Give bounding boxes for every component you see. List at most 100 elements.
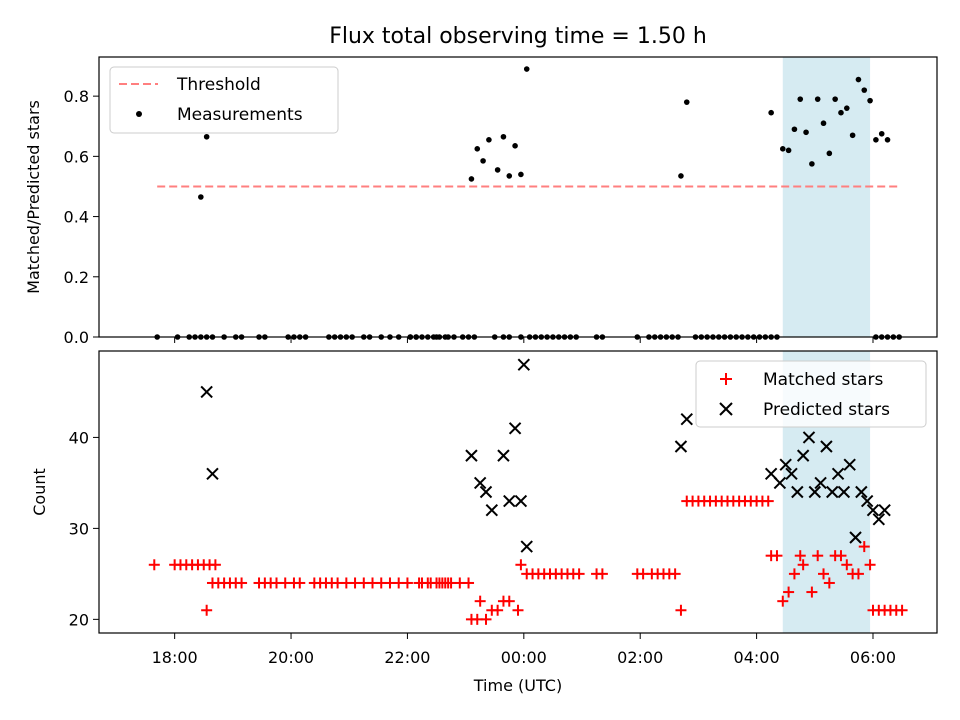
measurement-point [768,109,774,116]
measurement-point [683,99,690,105]
predicted-star-point [843,458,856,471]
top-highlight-span [782,57,871,337]
matched-star-point [596,568,608,580]
measurement-point [849,132,856,139]
predicted-legend-label: Predicted stars [763,400,890,420]
matched-star-point [209,559,221,571]
matched-star-point [512,604,524,616]
measurement-point [861,87,868,93]
matched-star-point [236,577,248,589]
measurement-point [884,136,891,143]
predicted-star-point [837,485,851,499]
bottom-legend: Matched stars Predicted stars [695,360,927,428]
predicted-star-point [200,385,213,399]
matched-legend-swatch [720,373,732,385]
measurement-point [878,130,885,137]
predicted-star-point [520,540,533,553]
x-tick-label: 18:00 [152,648,198,667]
matched-star-point [835,550,847,562]
matched-star-point [515,559,527,571]
predicted-star-point [779,458,792,471]
matched-star-point [783,586,795,598]
matched-star-point [864,559,876,571]
predicted-star-point [831,467,845,481]
bottom-y-tick-label: 40 [69,428,89,447]
predicted-star-point [465,449,478,462]
x-tick-label: 20:00 [268,648,314,667]
x-tick-label: 06:00 [850,648,896,667]
top-y-tick-label: 0.6 [64,147,89,166]
measurement-point [468,176,475,182]
bottom-y-tick-label: 20 [69,610,89,629]
measurement-point [797,96,804,102]
matched-star-point [812,550,824,562]
top-y-tick-label: 0.2 [64,268,89,287]
measurement-point [500,133,507,140]
measurement-point [198,194,204,200]
predicted-star-point [514,494,528,508]
matched-star-point [777,595,789,607]
measurement-point [814,96,821,102]
predicted-star-point [479,485,493,499]
matched-star-point [788,568,800,580]
predicted-legend-swatch [719,402,733,416]
predicted-star-point [820,440,833,453]
top-y-tick-label: 0.8 [64,87,89,106]
predicted-star-point [206,467,219,481]
matched-star-point [492,604,504,616]
measurement-point [494,167,501,173]
matched-star-point [841,559,853,571]
measurement-point [826,150,833,157]
top-legend: Threshold Measurements [109,66,339,134]
measurement-point [203,133,210,140]
predicted-star-point [866,503,880,517]
measurement-point [803,129,809,136]
bottom-y-tick-label: 30 [69,519,89,538]
top-x-ticks [174,337,874,343]
predicted-star-point [785,467,798,481]
predicted-star-point [855,485,868,499]
predicted-star-point [773,476,787,490]
bottom-y-ticks: 20 30 40 [69,428,99,629]
predicted-star-point [860,494,874,508]
predicted-star-point [497,449,510,462]
measurement-point [785,147,792,154]
predicted-star-point [485,503,499,517]
matched-star-point [823,577,835,589]
measurement-point [486,136,492,143]
measurement-point [779,146,786,152]
predicted-star-point [796,449,810,462]
predicted-stars-points [200,358,891,553]
top-y-label: Matched/Predicted stars [24,100,43,294]
measurements-legend-swatch [136,111,142,117]
predicted-star-point [517,358,531,371]
top-y-tick-label: 0.0 [64,328,89,347]
x-tick-label: 00:00 [501,648,547,667]
matched-star-point [480,613,492,625]
predicted-star-point [826,485,839,499]
top-y-tick-label: 0.4 [64,208,89,227]
predicted-star-point [872,513,886,526]
measurement-point [506,173,513,179]
top-y-ticks: 0.0 0.2 0.4 0.6 0.8 [64,87,99,347]
chart-title: Flux total observing time = 1.50 h [329,24,707,49]
matched-star-point [573,568,585,580]
matched-star-point [852,568,864,580]
measurement-point [873,136,879,143]
predicted-star-point [849,531,862,544]
top-axes-frame [98,56,938,338]
x-axis-label: Time (UTC) [473,676,562,695]
measurement-point [678,173,684,179]
measurement-point [820,120,827,127]
matched-star-point [858,541,870,553]
predicted-star-point [473,476,487,490]
matched-star-point [771,550,783,562]
matched-star-point [818,568,830,580]
matched-star-point [474,595,486,607]
predicted-star-point [508,422,522,435]
threshold-legend-label: Threshold [176,75,261,95]
x-tick-label: 02:00 [617,648,663,667]
matched-star-point [896,604,908,616]
matched-star-point [762,495,774,507]
